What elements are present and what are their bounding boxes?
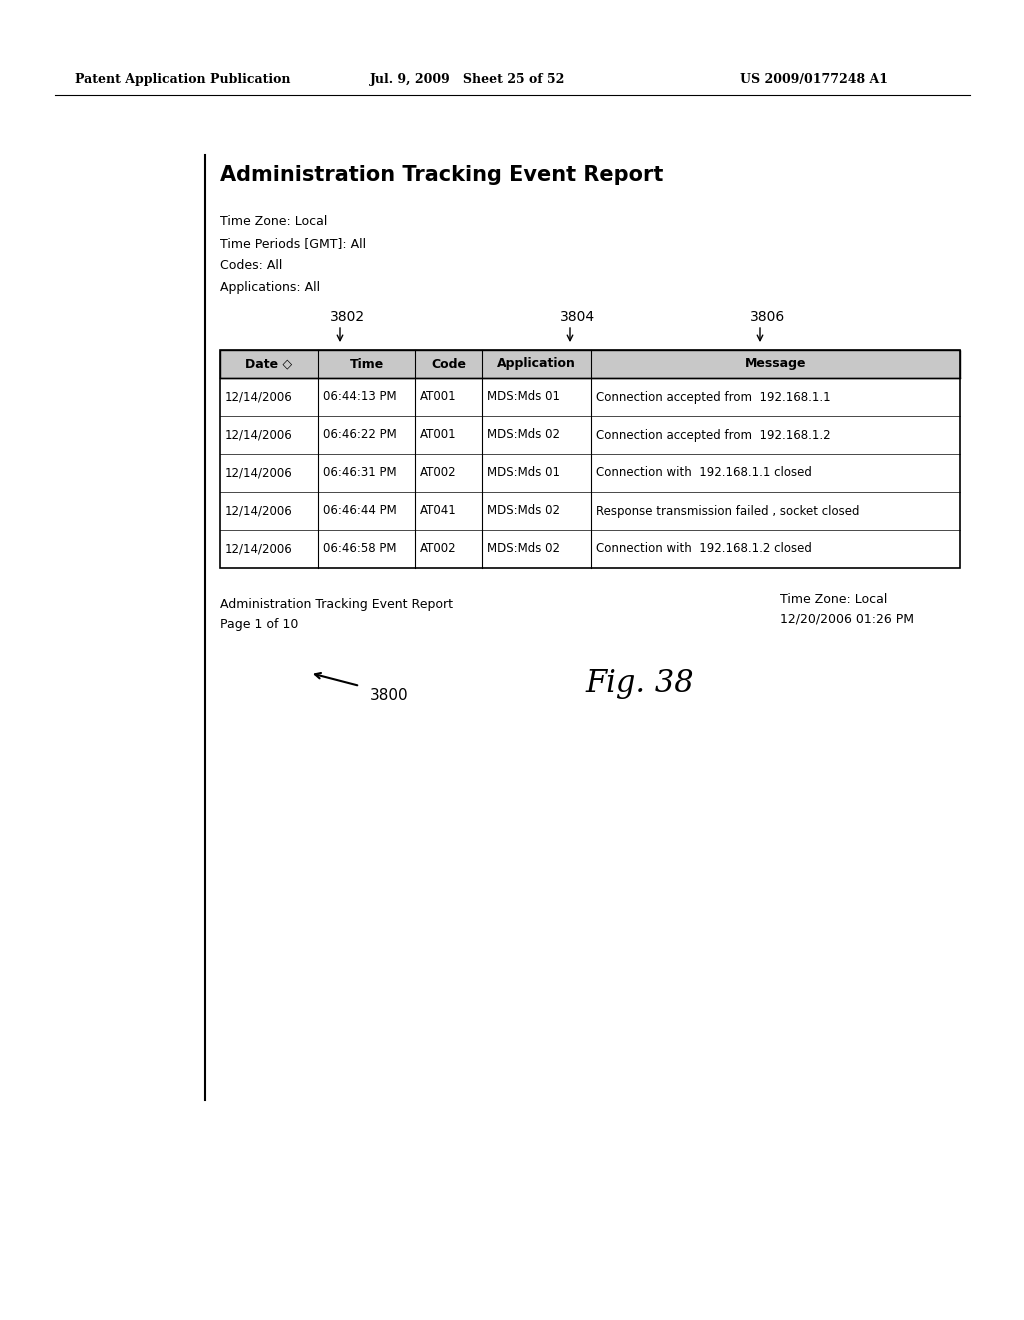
- Text: 06:46:44 PM: 06:46:44 PM: [323, 504, 396, 517]
- Text: Connection with  192.168.1.2 closed: Connection with 192.168.1.2 closed: [596, 543, 812, 556]
- Text: 06:46:31 PM: 06:46:31 PM: [323, 466, 396, 479]
- Text: 12/14/2006: 12/14/2006: [225, 429, 293, 441]
- Bar: [220, 350, 961, 378]
- Text: Applications: All: Applications: All: [220, 281, 321, 294]
- Text: Administration Tracking Event Report: Administration Tracking Event Report: [220, 165, 664, 185]
- Text: Codes: All: Codes: All: [220, 259, 283, 272]
- Text: Page 1 of 10: Page 1 of 10: [220, 618, 298, 631]
- Bar: [220, 350, 961, 568]
- Text: AT002: AT002: [421, 543, 457, 556]
- Text: 06:46:22 PM: 06:46:22 PM: [323, 429, 396, 441]
- Text: 06:46:58 PM: 06:46:58 PM: [323, 543, 396, 556]
- Text: 3800: 3800: [370, 688, 409, 704]
- Text: Application: Application: [498, 358, 577, 371]
- Text: Administration Tracking Event Report: Administration Tracking Event Report: [220, 598, 453, 611]
- Text: MDS:Mds 02: MDS:Mds 02: [487, 429, 560, 441]
- Text: US 2009/0177248 A1: US 2009/0177248 A1: [740, 74, 888, 87]
- Text: AT001: AT001: [421, 429, 457, 441]
- Text: AT041: AT041: [421, 504, 457, 517]
- Text: Date ◇: Date ◇: [246, 358, 293, 371]
- Text: MDS:Mds 02: MDS:Mds 02: [487, 504, 560, 517]
- Text: Message: Message: [745, 358, 807, 371]
- Text: Connection accepted from  192.168.1.1: Connection accepted from 192.168.1.1: [596, 391, 831, 404]
- Text: 12/14/2006: 12/14/2006: [225, 391, 293, 404]
- Text: Time: Time: [349, 358, 384, 371]
- Text: Patent Application Publication: Patent Application Publication: [75, 74, 291, 87]
- Text: 3802: 3802: [330, 310, 366, 323]
- Text: MDS:Mds 01: MDS:Mds 01: [487, 466, 560, 479]
- Text: AT002: AT002: [421, 466, 457, 479]
- Text: 3806: 3806: [750, 310, 785, 323]
- Text: Fig. 38: Fig. 38: [586, 668, 694, 700]
- Text: Jul. 9, 2009   Sheet 25 of 52: Jul. 9, 2009 Sheet 25 of 52: [370, 74, 565, 87]
- Text: Time Zone: Local: Time Zone: Local: [220, 215, 328, 228]
- Text: 12/20/2006 01:26 PM: 12/20/2006 01:26 PM: [780, 612, 914, 626]
- Text: MDS:Mds 02: MDS:Mds 02: [487, 543, 560, 556]
- Text: Time Zone: Local: Time Zone: Local: [780, 593, 888, 606]
- Text: 12/14/2006: 12/14/2006: [225, 543, 293, 556]
- Text: Connection accepted from  192.168.1.2: Connection accepted from 192.168.1.2: [596, 429, 831, 441]
- Text: Code: Code: [431, 358, 466, 371]
- Text: 12/14/2006: 12/14/2006: [225, 504, 293, 517]
- Text: Time Periods [GMT]: All: Time Periods [GMT]: All: [220, 238, 367, 249]
- Text: 12/14/2006: 12/14/2006: [225, 466, 293, 479]
- Text: Response transmission failed , socket closed: Response transmission failed , socket cl…: [596, 504, 860, 517]
- Text: 06:44:13 PM: 06:44:13 PM: [323, 391, 396, 404]
- Text: Connection with  192.168.1.1 closed: Connection with 192.168.1.1 closed: [596, 466, 812, 479]
- Text: 3804: 3804: [560, 310, 595, 323]
- Text: AT001: AT001: [421, 391, 457, 404]
- Text: MDS:Mds 01: MDS:Mds 01: [487, 391, 560, 404]
